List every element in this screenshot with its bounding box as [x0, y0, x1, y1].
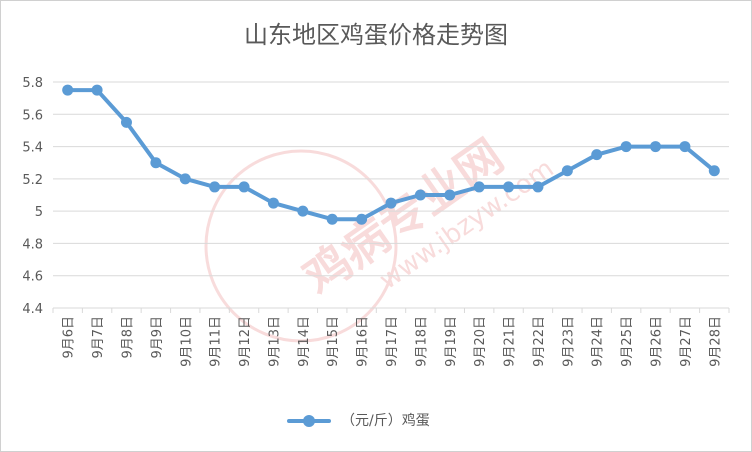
y-tick-label: 5.4 — [22, 141, 43, 156]
data-point — [650, 141, 662, 153]
x-tick-label: 9月18日 — [414, 316, 429, 367]
x-tick-label: 9月24日 — [591, 316, 606, 367]
data-point — [150, 157, 162, 169]
data-point — [356, 213, 368, 225]
data-point — [62, 84, 74, 96]
data-point — [385, 197, 397, 209]
data-point — [444, 189, 456, 201]
legend-label: （元/斤）鸡蛋 — [341, 413, 430, 429]
legend-swatch-icon — [287, 409, 331, 431]
x-tick-label: 9月26日 — [650, 316, 665, 367]
x-tick-label: 9月15日 — [326, 316, 341, 367]
data-point — [179, 173, 191, 185]
x-tick-label: 9月8日 — [120, 316, 135, 359]
y-tick-label: 5 — [35, 205, 43, 220]
x-tick-label: 9月6日 — [62, 316, 77, 359]
x-tick-label: 9月28日 — [708, 316, 723, 367]
chart-title: 山东地区鸡蛋价格走势图 — [244, 21, 508, 49]
data-point — [238, 181, 250, 193]
x-tick-label: 9月19日 — [444, 316, 459, 367]
y-tick-label: 5.8 — [22, 76, 43, 91]
y-tick-label: 5.2 — [22, 173, 43, 188]
x-tick-label: 9月13日 — [267, 316, 282, 367]
x-tick-label: 9月25日 — [620, 316, 635, 367]
data-point — [414, 189, 426, 201]
data-point — [532, 181, 544, 193]
x-tick-label: 9月11日 — [209, 316, 224, 367]
data-point — [209, 181, 221, 193]
x-tick-label: 9月22日 — [532, 316, 547, 367]
x-tick-label: 9月21日 — [503, 316, 518, 367]
data-point — [708, 165, 720, 177]
legend: （元/斤）鸡蛋 — [287, 409, 430, 431]
y-tick-label: 4.8 — [22, 237, 43, 252]
data-point — [591, 149, 603, 161]
data-point — [620, 141, 632, 153]
data-point — [120, 116, 132, 128]
data-point — [297, 205, 309, 217]
data-point — [679, 141, 691, 153]
x-tick-label: 9月12日 — [238, 316, 253, 367]
y-tick-label: 5.6 — [22, 108, 43, 123]
y-tick-label: 4.4 — [22, 302, 43, 317]
x-tick-label: 9月16日 — [356, 316, 371, 367]
x-tick-label: 9月27日 — [679, 316, 694, 367]
x-tick-label: 9月9日 — [150, 316, 165, 359]
x-tick-label: 9月7日 — [91, 316, 106, 359]
data-point — [326, 213, 338, 225]
line-chart: 4.4 4.6 4.8 5 5.2 5.4 5.6 5.8 9月6日 9月7日 9月8日 9月9日 9月… — [22, 76, 730, 367]
x-tick-label: 9月10日 — [179, 316, 194, 367]
data-point — [503, 181, 515, 193]
data-point — [267, 197, 279, 209]
x-tick-label: 9月20日 — [473, 316, 488, 367]
x-tick-label: 9月17日 — [385, 316, 400, 367]
y-tick-label: 4.6 — [22, 270, 43, 285]
x-tick-label: 9月14日 — [297, 316, 312, 367]
x-tick-label: 9月23日 — [561, 316, 576, 367]
data-point — [561, 165, 573, 177]
data-point — [91, 84, 103, 96]
data-point — [473, 181, 485, 193]
